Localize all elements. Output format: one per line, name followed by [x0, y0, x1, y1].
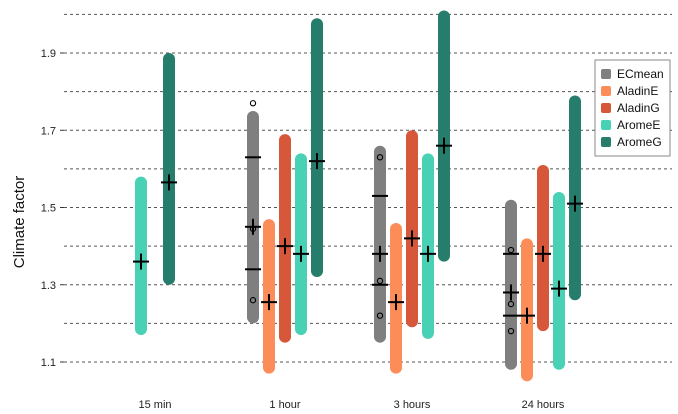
y-tick-label-4: 1.9 — [41, 48, 56, 60]
y-tick-label-2: 1.5 — [41, 203, 56, 215]
y-tick-label-3: 1.7 — [41, 125, 56, 137]
box-outlier-2-0 — [249, 100, 257, 107]
box-bar-2 — [247, 110, 259, 324]
box-bar-11 — [438, 10, 450, 262]
box-outlier-12-1 — [507, 300, 515, 308]
legend-swatch-4 — [601, 137, 611, 147]
box-alading-14 — [535, 165, 551, 332]
box-ecmean-7 — [372, 145, 388, 343]
legend-label-1: AladinE — [617, 84, 658, 98]
box-outlier-2-2 — [249, 297, 257, 304]
box-alading-4 — [277, 134, 293, 343]
category-label-3: 24 hours — [522, 399, 565, 411]
box-aromeg-1 — [161, 53, 177, 285]
legend-label-2: AladinG — [617, 101, 660, 115]
category-label-0: 15 min — [138, 399, 171, 411]
box-aromeg-6 — [309, 18, 325, 278]
box-aromeg-11 — [436, 10, 452, 262]
legend-swatch-2 — [601, 103, 611, 113]
legend-label-4: AromeG — [617, 135, 662, 149]
boxes-layer — [133, 10, 583, 382]
box-bar-6 — [311, 18, 323, 278]
category-label-2: 3 hours — [394, 399, 431, 411]
box-outlier-7-2 — [376, 312, 384, 319]
box-aromee-0 — [133, 176, 149, 335]
legend-label-3: AromeE — [617, 118, 660, 132]
legend-swatch-3 — [601, 120, 611, 130]
box-alading-9 — [404, 130, 420, 328]
y-tick-label-0: 1.1 — [41, 357, 56, 369]
x-axis: 15 min 1 hour 3 hours 24 hours — [138, 399, 564, 411]
box-aromee-5 — [293, 153, 309, 335]
box-aromee-10 — [420, 153, 436, 339]
box-outlier-7-1 — [376, 277, 384, 285]
legend-swatch-1 — [601, 86, 611, 96]
box-aromee-15 — [551, 192, 567, 370]
box-outlier-7-0 — [376, 154, 384, 161]
y-axis-title: Climate factor — [11, 176, 28, 269]
category-label-1: 1 hour — [269, 399, 301, 411]
box-aladine-8 — [388, 222, 404, 374]
y-tick-label-1: 1.3 — [41, 280, 56, 292]
box-ecmean-2 — [245, 100, 261, 324]
y-axis: 1.1 1.3 1.5 1.7 1.9 — [41, 48, 64, 369]
box-bar-1 — [163, 53, 175, 285]
legend-swatch-0 — [601, 69, 611, 79]
box-bar-5 — [295, 153, 307, 335]
box-bar-9 — [406, 130, 418, 328]
box-outlier-12-0 — [507, 246, 515, 254]
box-ecmean-12 — [503, 199, 519, 370]
legend: ECmean AladinE AladinG AromeE AromeG — [594, 59, 671, 157]
box-aromeg-16 — [567, 95, 583, 301]
box-aladine-3 — [261, 219, 277, 374]
legend-label-0: ECmean — [617, 67, 664, 81]
box-outlier-12-2 — [507, 327, 515, 335]
box-aladine-13 — [519, 238, 535, 382]
